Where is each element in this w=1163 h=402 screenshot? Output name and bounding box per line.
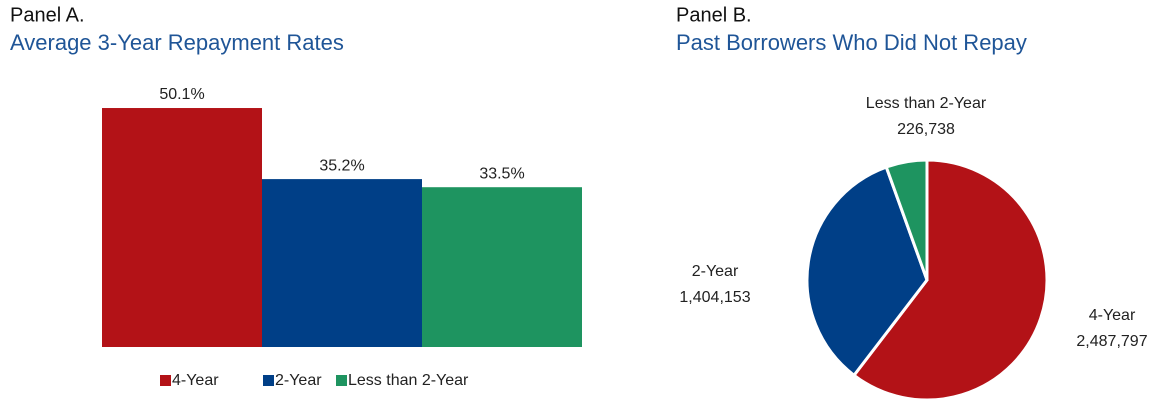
- slice-name: 4-Year: [1089, 307, 1136, 324]
- slice-name: Less than 2-Year: [866, 95, 987, 112]
- slice-name: 2-Year: [692, 263, 739, 280]
- legend-label: Less than 2-Year: [348, 372, 469, 389]
- slice-value: 226,738: [897, 121, 955, 138]
- pie-slice: [851, 158, 1049, 402]
- legend-label: 2-Year: [275, 372, 322, 389]
- bar: [262, 179, 422, 347]
- pie-slice: [884, 158, 929, 281]
- value-label: 35.2%: [319, 157, 364, 174]
- pie-slice: [805, 165, 929, 378]
- bar: [422, 187, 582, 347]
- panel-subtitle: Past Borrowers Who Did Not Repay: [676, 30, 1027, 55]
- bar: [102, 108, 262, 347]
- panel-title: Panel B.: [676, 4, 752, 26]
- legend-swatch: [160, 375, 171, 386]
- legend-label: 4-Year: [172, 372, 219, 389]
- legend-swatch: [263, 375, 274, 386]
- value-label: 33.5%: [479, 165, 524, 182]
- slice-value: 1,404,153: [679, 289, 750, 306]
- value-label: 50.1%: [159, 86, 204, 103]
- panel-subtitle: Average 3-Year Repayment Rates: [10, 30, 344, 55]
- slice-value: 2,487,797: [1076, 333, 1147, 350]
- panel-title: Panel A.: [10, 4, 85, 26]
- legend-swatch: [336, 375, 347, 386]
